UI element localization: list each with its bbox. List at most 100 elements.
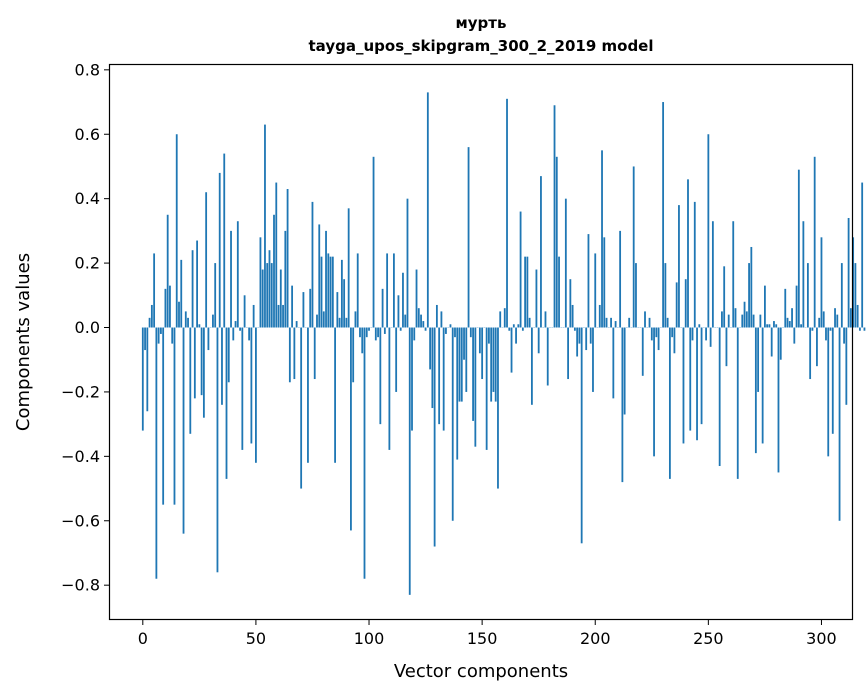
bar	[553, 105, 556, 328]
bar	[359, 327, 361, 338]
bar	[705, 327, 707, 341]
x-axis-label: Vector components	[394, 661, 568, 682]
bar	[307, 327, 309, 463]
bar	[497, 327, 499, 489]
bar	[146, 327, 149, 412]
bar	[512, 324, 515, 328]
bar	[178, 301, 180, 328]
bar	[793, 327, 796, 344]
bar	[293, 327, 296, 380]
bar	[598, 304, 601, 328]
bar	[329, 256, 332, 328]
chart-title: мурть	[456, 14, 507, 32]
bar	[506, 98, 508, 328]
bar	[309, 288, 312, 328]
bar	[621, 327, 624, 483]
bar	[223, 153, 226, 328]
bar	[406, 198, 409, 328]
bar	[193, 327, 196, 399]
bar	[478, 327, 481, 354]
bar	[225, 327, 228, 479]
bar	[431, 327, 434, 409]
bar	[300, 327, 303, 489]
bar	[711, 221, 714, 328]
y-tick-label: −0.4	[61, 447, 100, 466]
bar	[345, 317, 348, 328]
bar	[488, 327, 490, 344]
bar	[494, 327, 497, 402]
bar	[164, 288, 167, 328]
bar	[429, 327, 432, 370]
bar	[732, 221, 735, 328]
bar	[420, 314, 422, 328]
bar	[277, 304, 280, 328]
bar	[248, 327, 251, 341]
bar	[365, 327, 368, 338]
bar	[286, 189, 289, 328]
bar	[580, 327, 583, 544]
bar	[834, 308, 836, 328]
bar	[578, 327, 581, 344]
bar	[678, 205, 680, 328]
bar	[182, 327, 185, 534]
bar	[510, 327, 513, 373]
bar	[576, 327, 579, 357]
bar	[191, 250, 194, 328]
bar	[775, 324, 778, 328]
bar	[736, 327, 739, 479]
bar	[653, 327, 655, 457]
bar	[623, 327, 626, 415]
bar	[641, 327, 644, 376]
bar	[546, 327, 549, 386]
bar	[558, 256, 560, 328]
bar	[338, 317, 341, 328]
bar	[340, 259, 343, 328]
bar	[302, 292, 305, 328]
bar	[750, 246, 753, 328]
bar	[399, 327, 402, 331]
bar	[693, 201, 696, 328]
bar	[530, 327, 533, 405]
bar	[331, 256, 334, 328]
bar	[374, 327, 377, 341]
bar	[460, 327, 463, 402]
bar	[200, 327, 203, 396]
bar	[155, 327, 158, 579]
bar	[673, 327, 676, 354]
bar	[585, 327, 588, 351]
bar	[797, 169, 800, 328]
bar	[788, 321, 791, 328]
bar	[259, 237, 262, 328]
bar	[806, 263, 809, 328]
bar	[485, 327, 488, 450]
bar	[768, 324, 771, 328]
bar	[700, 327, 703, 425]
bar	[526, 256, 529, 328]
bar	[671, 327, 674, 338]
bar	[589, 327, 592, 344]
bar	[668, 327, 671, 479]
bar	[230, 230, 232, 328]
bar	[334, 327, 336, 463]
y-tick-label: 0.4	[75, 189, 100, 208]
bar	[189, 327, 192, 434]
bar	[440, 311, 443, 328]
bar	[569, 279, 572, 328]
bar	[800, 324, 803, 328]
bar	[275, 182, 278, 328]
bar	[718, 327, 721, 467]
bar	[481, 327, 484, 380]
y-tick-label: 0.6	[75, 125, 100, 144]
bar	[777, 327, 780, 473]
bar	[184, 311, 187, 328]
bar	[279, 269, 282, 328]
x-tick-label: 0	[138, 629, 148, 648]
y-tick-label: 0.0	[75, 318, 100, 337]
bar	[368, 327, 370, 331]
bar	[239, 327, 241, 331]
bar	[795, 285, 798, 328]
bar	[347, 208, 350, 328]
bar	[456, 327, 459, 460]
bar	[752, 314, 755, 328]
bar	[426, 92, 429, 328]
